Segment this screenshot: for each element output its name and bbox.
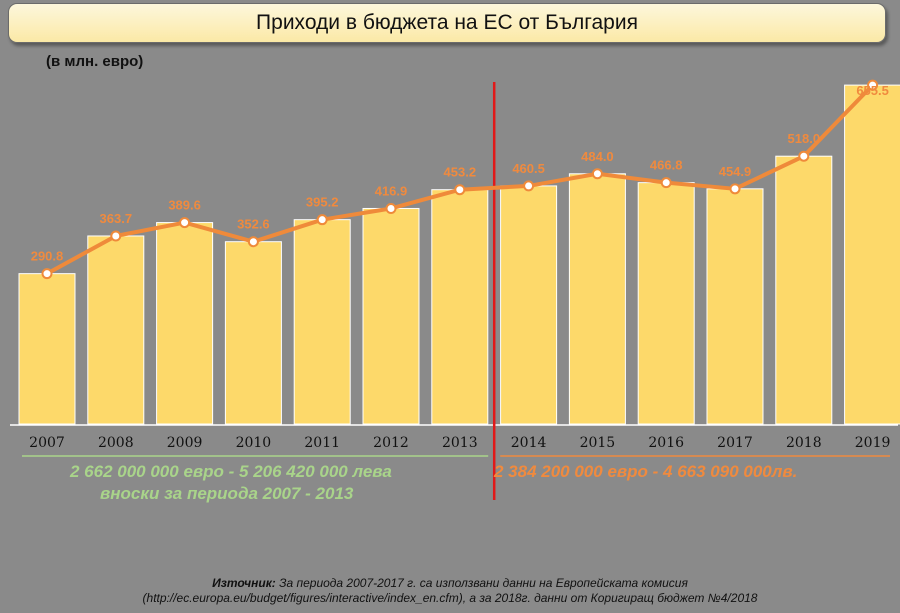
line-point-2017 [729,183,741,195]
value-label-2013: 453.2 [444,165,477,180]
source-note: Източник: За периода 2007-2017 г. са изп… [0,576,900,606]
line-point-2019 [867,79,879,91]
line-point-2011 [316,214,328,226]
line-point-2014 [523,180,535,192]
value-label-2012: 416.9 [375,183,408,198]
bar-2010 [224,241,282,425]
line-series [41,79,879,280]
x-tick-2019: 2019 [855,435,891,451]
x-tick-2009: 2009 [167,435,203,451]
note-right-total: 2 384 200 000 евро - 4 663 090 000лв. [494,462,798,481]
x-tick-2008: 2008 [98,435,134,451]
line-point-2008 [110,230,122,242]
bar-2009 [156,222,214,425]
x-tick-2015: 2015 [580,435,616,451]
x-tick-2010: 2010 [236,435,272,451]
bar-2012 [362,207,420,425]
unit-label: (в млн. евро) [46,53,144,70]
value-label-2008: 363.7 [100,211,133,226]
line-point-2007 [41,268,53,280]
bar-2011 [293,219,351,425]
bars-group [18,84,900,425]
bar-2008 [87,235,145,425]
source-line2: (http://ec.europa.eu/budget/figures/inte… [142,591,758,605]
value-label-2014: 460.5 [512,161,545,176]
line-point-2016 [660,177,672,189]
line-point-2015 [591,168,603,180]
x-tick-2011: 2011 [304,435,340,451]
x-tick-2012: 2012 [373,435,409,451]
line-point-2009 [179,217,191,229]
value-label-2007: 290.8 [31,249,64,264]
source-line1: За периода 2007-2017 г. са използвани да… [275,576,688,590]
bar-2007 [18,273,76,425]
value-label-2017: 454.9 [719,164,752,179]
note-left-period: вноски за периода 2007 - 2013 [100,484,354,503]
bar-2013 [431,189,489,425]
bar-2014 [500,185,558,425]
value-label-2016: 466.8 [650,158,683,173]
value-label-2018: 518.0 [788,131,821,146]
value-label-2019: 655.5 [856,83,889,98]
x-tick-2013: 2013 [442,435,478,451]
value-label-2010: 352.6 [237,217,270,232]
bar-2017 [706,188,764,425]
line-point-2010 [247,236,259,248]
value-label-2011: 395.2 [306,195,339,210]
chart-title: Приходи в бюджета на ЕС от България [8,3,886,43]
value-label-2009: 389.6 [168,198,201,213]
line-point-2012 [385,202,397,214]
x-tick-2018: 2018 [786,435,822,451]
line-point-2018 [798,150,810,162]
source-label: Източник: [212,576,276,590]
bar-2015 [568,173,626,425]
x-tick-labels: 2007 2008 2009 2010 2011 2012 2013 2014 2015 2016… [29,435,890,451]
line-point-2013 [454,184,466,196]
bar-2016 [637,182,695,425]
value-label-2015: 484.0 [581,149,614,164]
x-tick-2017: 2017 [717,435,753,451]
bar-2019 [844,84,900,425]
value-labels: 290.8 363.7 389.6 352.6 395.2 416.9 453.2 460.5… [31,83,889,264]
x-tick-2016: 2016 [648,435,684,451]
x-tick-2007: 2007 [29,435,65,451]
bar-2018 [775,155,833,425]
x-tick-2014: 2014 [511,435,547,451]
note-left-total: 2 662 000 000 евро - 5 206 420 000 лева [70,462,392,481]
